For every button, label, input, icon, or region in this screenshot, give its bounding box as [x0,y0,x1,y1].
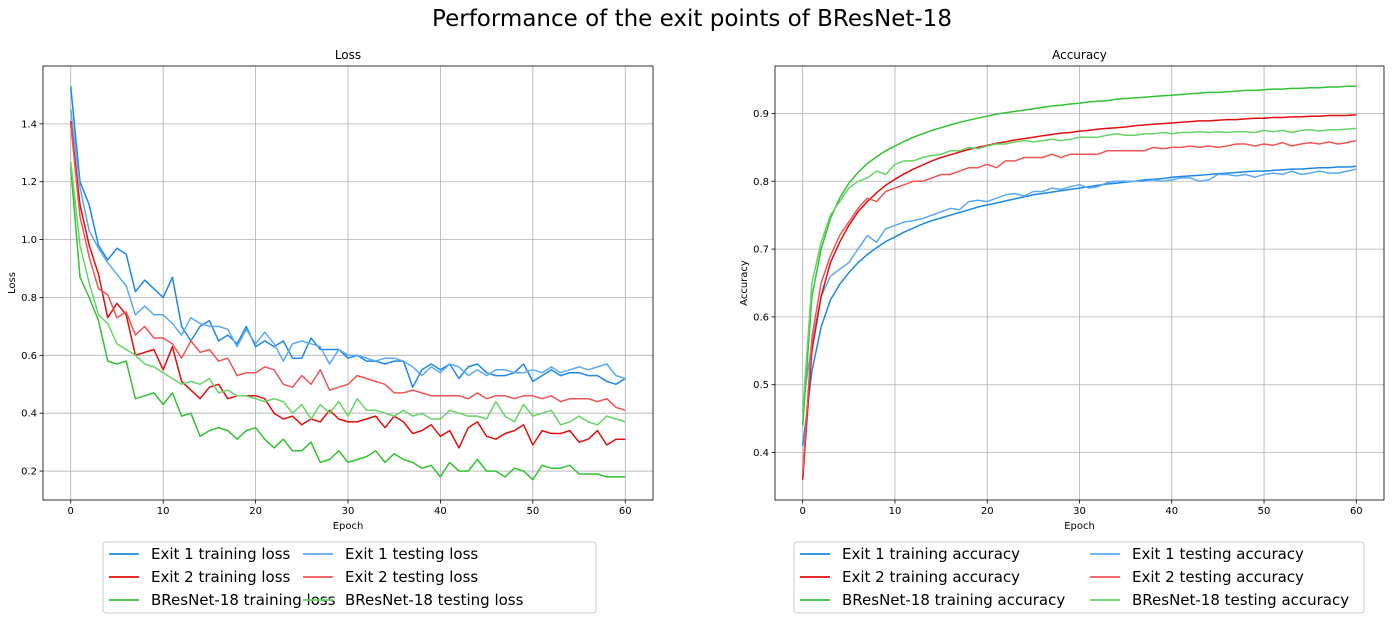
legend-label: Exit 2 testing loss [345,568,478,586]
legend-label: Exit 1 testing loss [345,545,478,563]
series-line [69,86,626,388]
legend-label: Exit 1 testing accuracy [1132,545,1304,563]
legend-label: Exit 2 training loss [151,568,291,586]
y-axis-label: Accuracy [739,260,750,306]
series-line [801,168,1357,406]
series-line [801,127,1357,412]
x-axis-label: Epoch [333,521,364,532]
y-axis-label: Loss [7,272,18,294]
chart-title: Loss [335,48,361,62]
x-axis-label: Epoch [1064,521,1095,532]
loss-chart: 0 10 20 30 40 50 60 0.2 0.4 0.6 0.8 1.0 1.2 1.4 Loss Ep… [7,48,654,614]
x-tick-label: 10 [157,506,170,517]
x-tick-label: 0 [68,506,74,517]
series-line [69,167,626,481]
accuracy-chart: 0 10 20 30 40 50 60 0.4 0.5 0.6 0.7 0.8 0.9 Accuracy E… [739,48,1385,614]
series-line [801,114,1357,480]
y-tick-label: 1.2 [21,177,37,188]
y-tick-label: 0.8 [21,293,37,304]
legend-label: Exit 2 testing accuracy [1132,568,1304,586]
legend-box [102,541,597,614]
legend-label: Exit 1 training loss [151,545,291,563]
y-tick-label: 1.4 [21,119,37,130]
figure-title: Performance of the exit points of BResNe… [432,6,952,32]
y-tick-label: 0.7 [753,245,769,256]
x-tick-label: 10 [889,506,902,517]
chart-title: Accuracy [1052,48,1107,62]
series-line [69,161,626,426]
x-tick-label: 60 [619,506,632,517]
series-line [801,165,1357,446]
y-tick-label: 0.6 [21,351,37,362]
legend-label: Exit 1 training accuracy [842,545,1020,563]
x-tick-label: 50 [1258,506,1271,517]
y-tick-label: 1.0 [21,235,37,246]
series-line [69,123,626,412]
y-tick-label: 0.8 [753,177,769,188]
x-tick-label: 20 [981,506,994,517]
y-tick-label: 0.9 [753,109,769,120]
y-tick-label: 0.6 [753,312,769,323]
series-line [69,120,626,449]
legend-label: BResNet-18 training loss [151,591,336,609]
y-tick-label: 0.5 [753,380,769,391]
x-tick-label: 20 [249,506,262,517]
legend-box [793,541,1365,614]
x-tick-label: 30 [342,506,355,517]
series-line [69,109,626,380]
series-line [801,139,1357,473]
x-tick-label: 40 [434,506,447,517]
x-tick-label: 60 [1350,506,1363,517]
x-tick-label: 50 [526,506,539,517]
y-tick-label: 0.4 [753,448,769,459]
y-tick-label: 0.2 [21,467,37,478]
legend-label: BResNet-18 testing loss [345,591,524,609]
x-tick-label: 0 [799,506,805,517]
y-tick-label: 0.4 [21,409,37,420]
x-tick-label: 30 [1073,506,1086,517]
series-line [801,85,1357,426]
legend-label: Exit 2 training accuracy [842,568,1020,586]
legend-label: BResNet-18 training accuracy [842,591,1065,609]
legend-label: BResNet-18 testing accuracy [1132,591,1349,609]
x-tick-label: 40 [1165,506,1178,517]
